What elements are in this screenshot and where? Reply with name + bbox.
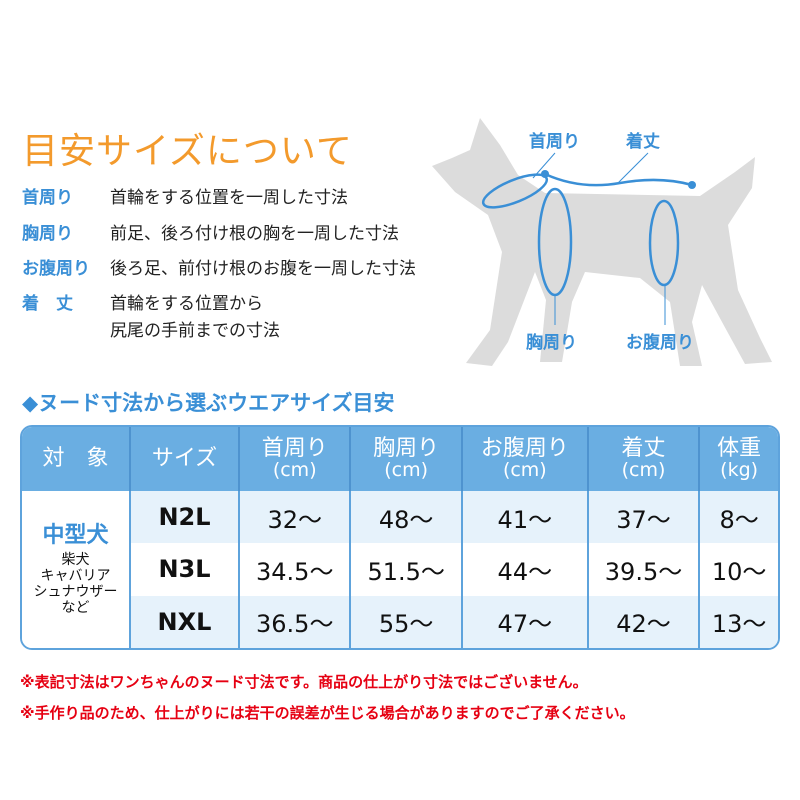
cell: 39.5〜: [587, 543, 701, 596]
cell: 8〜: [699, 491, 778, 544]
cell: 42〜: [587, 595, 701, 648]
desc-neck: 首輪をする位置を一周した寸法: [110, 188, 348, 208]
target-cell: 中型犬 柴犬 キャバリア シュナウザー など: [22, 491, 131, 648]
cell: 51.5〜: [350, 543, 463, 596]
cell: 55〜: [350, 595, 463, 648]
header-neck: 首周り (cm): [239, 427, 352, 491]
header-size: サイズ: [130, 427, 240, 491]
term-neck: 首周り: [22, 188, 73, 208]
header-target: 対 象: [22, 427, 131, 491]
cell: 32〜: [239, 491, 352, 544]
length-measure-line: [544, 172, 693, 187]
cell: 48〜: [350, 491, 463, 544]
cell: 36.5〜: [239, 595, 352, 648]
desc-length-2: 尻尾の手前までの寸法: [110, 321, 280, 341]
header-belly: お腹周り (cm): [461, 427, 589, 491]
size-table: 対 象 サイズ 首周り (cm) 胸周り (cm) お腹周り (cm) 着丈 (cm) …: [20, 425, 780, 650]
cell: 44〜: [461, 543, 589, 596]
term-length: 着 丈: [22, 294, 73, 314]
size-cell: NXL: [130, 595, 240, 648]
diagram-label-neck: 首周り: [529, 132, 580, 152]
note-nude-size: ※表記寸法はワンちゃんのヌード寸法です。商品の仕上がり寸法ではございません。: [20, 673, 588, 691]
diagram-label-chest: 胸周り: [526, 333, 577, 353]
belly-measure-ellipse: [648, 199, 680, 287]
cell: 41〜: [461, 491, 589, 544]
term-chest: 胸周り: [22, 224, 73, 244]
size-cell: N2L: [130, 491, 240, 544]
table-title: ◆ヌード寸法から選ぶウエアサイズ目安: [22, 391, 395, 415]
header-length: 着丈 (cm): [587, 427, 701, 491]
cell: 34.5〜: [239, 543, 352, 596]
table-header-row: 対 象 サイズ 首周り (cm) 胸周り (cm) お腹周り (cm) 着丈 (cm) …: [22, 427, 778, 491]
table-row: 中型犬 柴犬 キャバリア シュナウザー など N2L 32〜 48〜 41〜 37〜 …: [22, 491, 778, 648]
dog-silhouette: [432, 118, 772, 366]
cell: 13〜: [699, 595, 778, 648]
desc-length-1: 首輪をする位置から: [110, 294, 263, 314]
header-weight: 体重 (kg): [699, 427, 778, 491]
desc-chest: 前足、後ろ付け根の胸を一周した寸法: [110, 224, 399, 244]
cell: 37〜: [587, 491, 701, 544]
cell: 10〜: [711, 557, 767, 586]
table-row: N3L 34.5〜 51.5〜 44〜 39.5〜 10〜: [22, 543, 778, 596]
neck-measure-ellipse: [481, 173, 549, 209]
header-chest: 胸周り (cm): [350, 427, 463, 491]
note-handmade: ※手作り品のため、仕上がりには若干の誤差が生じる場合がありますのでご了承ください…: [20, 704, 635, 722]
page-title: 目安サイズについて: [22, 131, 353, 172]
diagram-label-belly: お腹周り: [626, 333, 694, 353]
dog-diagram: [432, 118, 772, 366]
size-cell: N3L: [130, 543, 240, 596]
term-belly: お腹周り: [22, 259, 90, 279]
table-row: NXL 36.5〜 55〜 47〜 42〜 13〜: [22, 595, 778, 648]
diagram-label-length: 着丈: [626, 132, 660, 152]
cell: 47〜: [461, 595, 589, 648]
desc-belly: 後ろ足、前付け根のお腹を一周した寸法: [110, 259, 416, 279]
